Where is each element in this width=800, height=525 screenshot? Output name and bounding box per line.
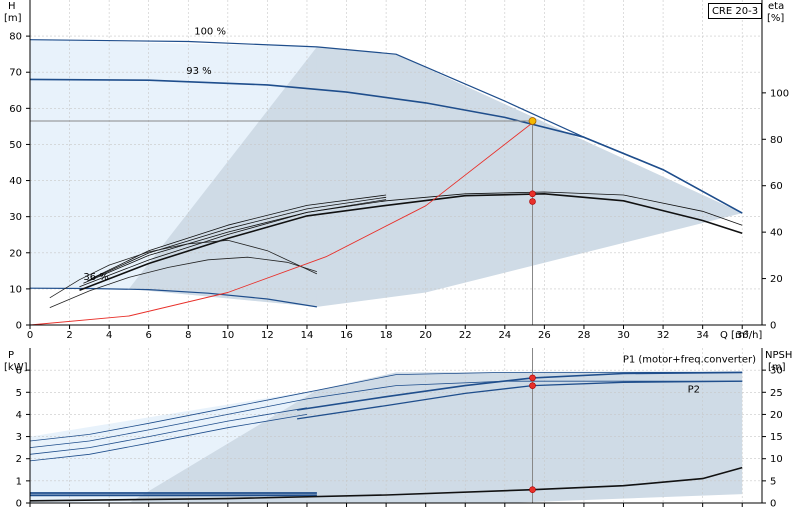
top-operating-region-main [316,46,743,307]
x-tick-label: 36 [736,330,749,341]
bottom-y2-tick-label: 25 [770,388,783,399]
head-curve-93 [29,78,743,214]
model-label: CRE 20-3 [708,3,762,19]
efficiency-point-marker [529,198,536,205]
x-tick-label: 18 [380,330,393,341]
efficiency-point-marker [529,190,536,198]
y-tick-label: 60 [9,104,22,115]
bottom-y-tick-label: 3 [16,432,22,443]
bottom-y-tick-label: 6 [16,366,22,377]
efficiency-curve [79,193,743,291]
bottom-y2-tick-label: 5 [770,476,776,487]
bottom-operating-region [128,371,743,503]
bottom-y-tick-label: 2 [16,454,22,465]
bottom-y-tick-label: 0 [16,499,22,510]
legend-p1: P1 (motor+freq.converter) [623,354,756,365]
x-tick-label: 4 [106,330,112,341]
efficiency-curve-low-speed [49,256,318,308]
y-tick-label: 30 [9,212,22,223]
power-curve [29,407,308,455]
bottom-y2-tick-label: 20 [770,410,783,421]
y-axis-unit: [m] [4,13,22,24]
power-curve [29,380,743,448]
x-tick-label: 16 [340,330,353,341]
efficiency-curve-low-speed [49,239,318,299]
power-curve [29,414,308,462]
y-tick-label: 10 [9,284,22,295]
x-axis-label: Q [m³/h] [720,330,762,341]
bottom-y2-axis-label: NPSH [765,350,792,361]
y-tick-label: 70 [9,68,22,79]
y-tick-label: 20 [9,248,22,259]
x-tick-label: 12 [261,330,274,341]
curve-label-100: 100 % [194,26,226,37]
x-tick-label: 10 [221,330,234,341]
efficiency-curve [83,199,387,284]
y2-axis-unit: [%] [767,13,784,24]
bottom-y-axis-label: P [8,350,14,361]
y2-tick-label: 40 [770,228,783,239]
p1-point-marker [529,374,536,382]
efficiency-curve [87,196,387,282]
x-tick-label: 0 [27,330,33,341]
x-tick-label: 26 [538,330,551,341]
x-tick-label: 20 [419,330,432,341]
bottom-y2-tick-label: 30 [770,366,783,377]
y-axis-label: H [8,1,16,12]
bottom-y-tick-label: 5 [16,388,22,399]
bottom-y2-tick-label: 10 [770,454,783,465]
y2-tick-label: 60 [770,181,783,192]
curve-label-36: 36 % [83,272,108,283]
p1-curve [296,371,743,411]
x-tick-label: 28 [578,330,591,341]
x-tick-label: 6 [146,330,152,341]
head-curve-36 [29,287,317,308]
bottom-y-tick-label: 1 [16,476,22,487]
y2-tick-label: 80 [770,135,783,146]
bottom-y-tick-label: 4 [16,410,22,421]
bottom-y2-axis-unit: [m] [768,362,786,373]
x-tick-label: 34 [696,330,709,341]
x-tick-label: 24 [498,330,511,341]
y-tick-label: 0 [16,321,22,332]
power-curve [29,371,743,442]
system-curve [29,122,533,326]
x-tick-label: 22 [459,330,472,341]
y-tick-label: 40 [9,176,22,187]
x-tick-label: 30 [617,330,630,341]
bottom-y2-tick-label: 15 [770,432,783,443]
y2-tick-label: 20 [770,274,783,285]
bottom-y2-tick-label: 0 [770,499,776,510]
operating-point-marker [528,117,537,125]
efficiency-curve [91,194,387,279]
y-tick-label: 80 [9,32,22,43]
y2-tick-label: 100 [770,88,789,99]
npsh-point-marker [529,486,536,494]
p2-curve [297,380,743,420]
efficiency-curve [79,191,743,288]
legend-p2: P2 [688,384,700,395]
bottom-y-axis-unit: [kW] [4,362,28,373]
y-tick-label: 50 [9,140,22,151]
curve-label-93: 93 % [186,66,211,77]
x-tick-label: 8 [185,330,191,341]
x-tick-label: 14 [301,330,314,341]
x-tick-label: 2 [66,330,72,341]
y2-axis-label: eta [768,1,784,12]
x-tick-label: 32 [657,330,670,341]
y2-tick-label: 0 [770,321,776,332]
p2-point-marker [529,382,536,389]
